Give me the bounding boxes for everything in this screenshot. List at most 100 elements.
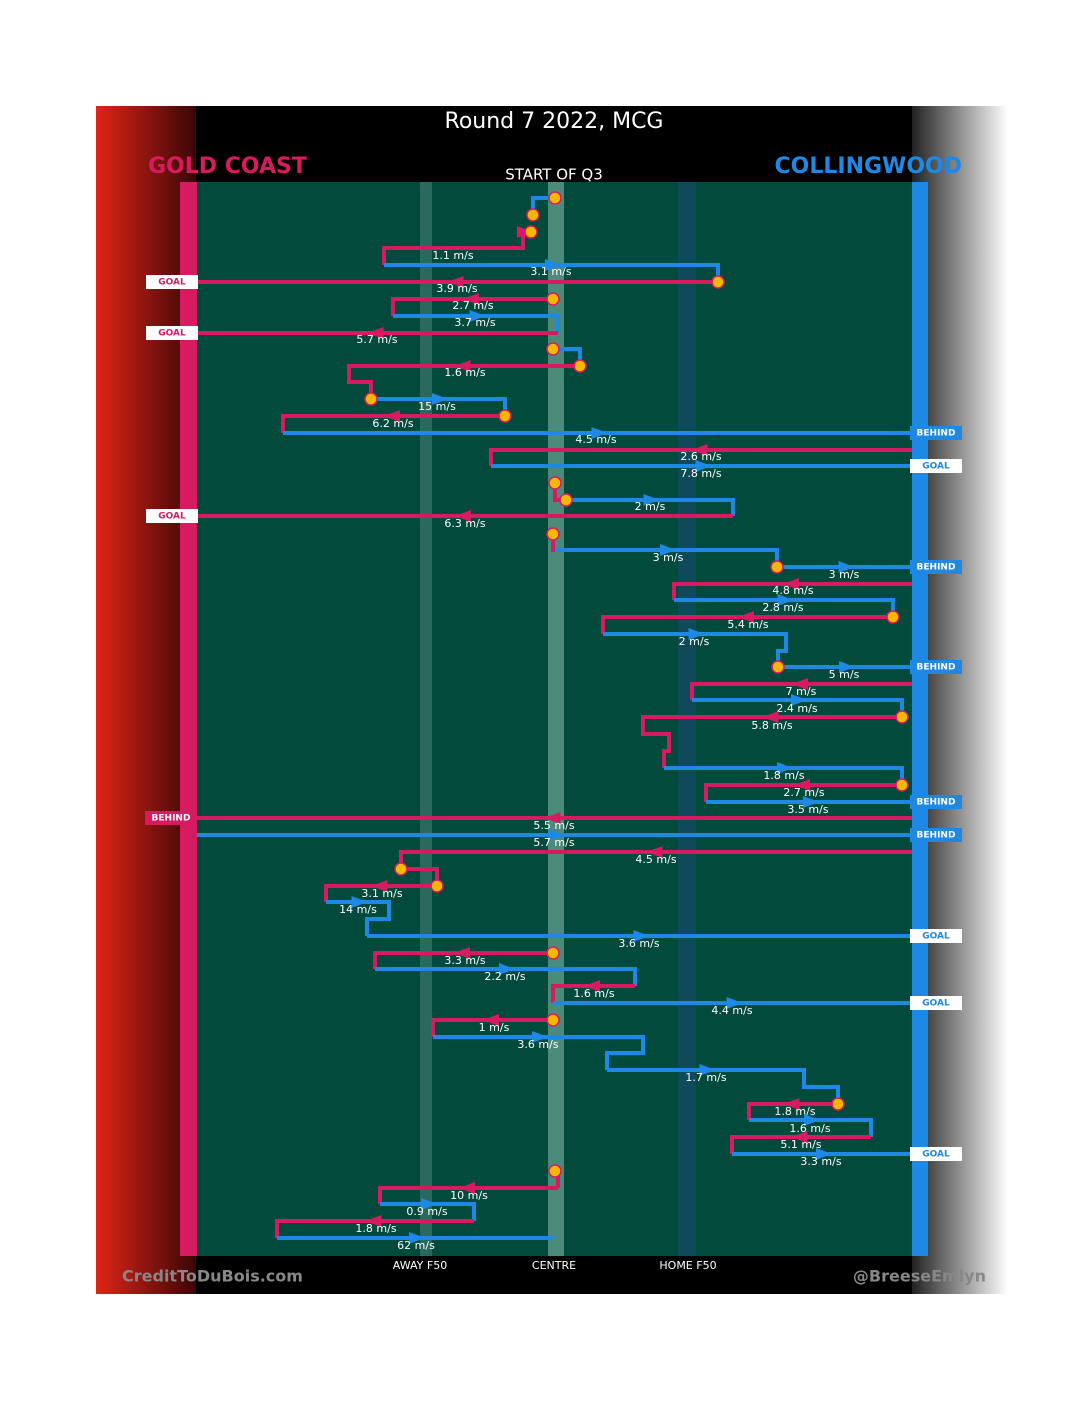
speed-label: 1.8 m/s [763, 769, 804, 782]
left-tag-text: BEHIND [152, 814, 191, 824]
stoppage-marker [430, 879, 444, 893]
arrowhead [633, 930, 650, 942]
arrowhead [454, 360, 471, 372]
arrowhead [643, 494, 660, 506]
right-tag-text: BEHIND [917, 831, 956, 841]
credit: @BreeseEmlyn [853, 1267, 986, 1286]
arrowhead [499, 963, 515, 975]
right-tag [910, 996, 962, 1010]
movement [375, 967, 637, 986]
field-label: AWAY F50 [393, 1259, 447, 1272]
speed-label: 3.7 m/s [454, 316, 495, 329]
speed-label: 62 m/s [397, 1239, 435, 1252]
speed-label: 3.5 m/s [787, 803, 828, 816]
right-tag-text: GOAL [922, 462, 950, 472]
speed-label: 4.8 m/s [772, 584, 813, 597]
speed-label: 2.6 m/s [680, 450, 721, 463]
arrowhead [738, 611, 754, 623]
right-goal-line [912, 182, 928, 1256]
arrowhead [816, 1148, 832, 1160]
speed-label: 10 m/s [450, 1189, 488, 1202]
stoppage-marker [559, 493, 573, 507]
speed-label: 1.6 m/s [573, 987, 614, 1000]
arrowhead [839, 661, 855, 673]
speed-label: 14 m/s [339, 903, 377, 916]
speed-label: 3.3 m/s [800, 1155, 841, 1168]
right-tag-text: GOAL [922, 932, 950, 942]
movement [704, 783, 902, 802]
arrowhead [544, 812, 561, 824]
right-team: COLLINGWOOD [775, 154, 962, 179]
movement [373, 951, 553, 969]
movement [749, 1118, 873, 1137]
arrowhead [483, 1014, 499, 1026]
arrowhead [762, 711, 779, 723]
arrowhead [792, 678, 808, 690]
left-tag [146, 275, 198, 289]
movement [672, 582, 912, 600]
arrowhead [371, 880, 388, 892]
arrowhead [447, 276, 464, 288]
movement [378, 1186, 558, 1204]
left-tag-text: GOAL [158, 329, 186, 339]
speed-label: 3 m/s [829, 568, 860, 581]
arrowhead [695, 460, 712, 472]
speed-label: 15 m/s [418, 400, 456, 413]
speed-label: 4.5 m/s [575, 433, 616, 446]
arrowhead [459, 1182, 475, 1194]
arrowhead [691, 444, 708, 456]
field-label: CENTRE [532, 1259, 576, 1272]
speed-label: 5 m/s [829, 668, 860, 681]
movement [603, 632, 788, 667]
stoppage-marker [548, 191, 562, 205]
speed-label: 3 m/s [653, 551, 684, 564]
speed-label: 2 m/s [635, 500, 666, 513]
stoppage-marker [546, 946, 560, 960]
speed-label: 1.1 m/s [432, 249, 473, 262]
arrowhead [591, 427, 608, 439]
right-tag [910, 660, 962, 674]
left-tag [146, 509, 198, 523]
left-tag-text: GOAL [158, 512, 186, 522]
speed-label: 5.7 m/s [356, 333, 397, 346]
stoppage-marker [498, 409, 512, 423]
speed-label: 5.8 m/s [751, 719, 792, 732]
arrowhead [791, 1131, 808, 1143]
arrowhead [777, 594, 794, 606]
title: Round 7 2022, MCG [445, 109, 664, 134]
field-label: HOME F50 [659, 1259, 716, 1272]
right-tag [910, 459, 962, 473]
arrowhead [532, 1031, 548, 1043]
movement [275, 1219, 474, 1238]
stoppage-marker [771, 660, 785, 674]
right-tag [910, 795, 962, 809]
arrowhead [469, 310, 486, 322]
arrowhead [646, 846, 663, 858]
movement [641, 715, 902, 768]
arrowhead [548, 829, 565, 841]
speed-label: 3.6 m/s [618, 937, 659, 950]
arrowhead [463, 293, 479, 305]
stoppage-marker [831, 1097, 845, 1111]
right-tag [910, 929, 962, 943]
right-tag-text: BEHIND [917, 663, 956, 673]
speed-label: 4.5 m/s [635, 853, 676, 866]
arrowhead [545, 259, 561, 271]
speed-label: 3.9 m/s [436, 282, 477, 295]
speed-label: 2.4 m/s [776, 702, 817, 715]
speed-label: 5.7 m/s [533, 836, 574, 849]
left-gradient [96, 106, 196, 1294]
speed-label: 3.1 m/s [361, 887, 402, 900]
speed-label: 1.8 m/s [355, 1222, 396, 1235]
speed-label: 3.1 m/s [530, 265, 571, 278]
arrowhead [777, 762, 793, 774]
stoppage-marker [573, 359, 587, 373]
movement [391, 297, 553, 316]
movement [382, 232, 525, 265]
credit: CreditToDuBois.com [122, 1267, 303, 1286]
movement [326, 900, 391, 936]
arrowhead [791, 694, 807, 706]
arrowhead [421, 1198, 437, 1210]
speed-label: 2.8 m/s [762, 601, 803, 614]
away-f50-stripe [420, 182, 432, 1256]
